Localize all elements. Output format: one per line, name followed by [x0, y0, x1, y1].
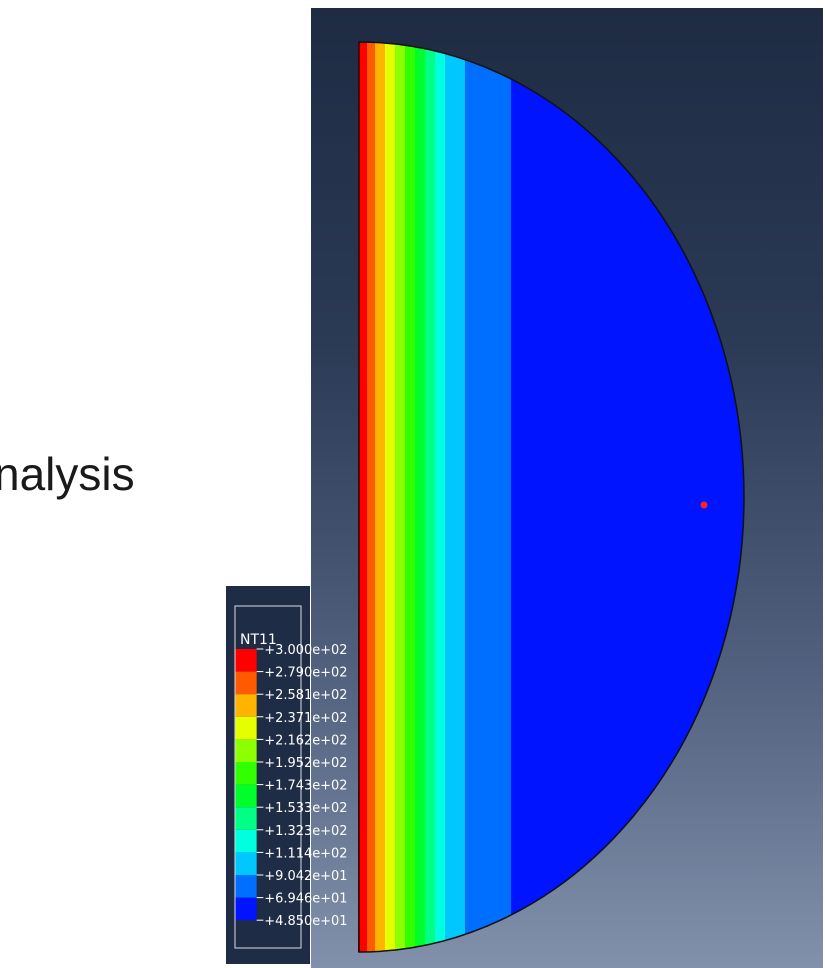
legend-graphic: NT11 +3.000e+02 +2.790e+02 +2.581e+02 +2.37… [234, 605, 348, 949]
legend-swatch [235, 671, 257, 695]
contour-band [385, 42, 395, 952]
probe-point-marker[interactable] [700, 501, 708, 509]
legend-swatch [235, 649, 257, 672]
legend-value-label: +1.114e+02 [264, 846, 347, 861]
contour-band [445, 42, 465, 952]
contour-band [367, 42, 375, 952]
legend-value-label: +6.946e+01 [264, 891, 347, 906]
contour-band [465, 42, 511, 952]
slide-heading-fragment: nalysis [0, 448, 135, 500]
legend-swatch [235, 807, 257, 830]
legend-value-label: +2.790e+02 [264, 665, 347, 680]
legend-value-label: +1.323e+02 [264, 824, 347, 839]
legend-value-label: +2.581e+02 [264, 688, 347, 703]
model-viewport[interactable] [311, 8, 823, 968]
legend-value-label: +1.952e+02 [264, 756, 347, 771]
contour-band [405, 42, 415, 952]
legend-value-label: +2.162e+02 [264, 733, 347, 748]
half-disc-outline [358, 41, 745, 953]
contour-band [511, 42, 744, 952]
legend-value-label: +2.371e+02 [264, 711, 347, 726]
legend-swatch [235, 739, 257, 762]
legend-value-label: +9.042e+01 [264, 869, 347, 884]
legend-labels: +3.000e+02 +2.790e+02 +2.581e+02 +2.371e+02… [256, 643, 348, 929]
legend-swatch [235, 875, 257, 898]
legend-swatches [235, 649, 257, 921]
legend-swatch [235, 784, 257, 808]
legend-value-label: +1.533e+02 [264, 801, 347, 816]
contour-band [375, 42, 385, 952]
contour-band [359, 42, 367, 952]
legend-value-label: +1.743e+02 [264, 778, 347, 793]
contour-band [415, 42, 425, 952]
temperature-contour-bands [359, 42, 744, 952]
legend-swatch [235, 897, 257, 921]
legend-swatch [235, 694, 257, 717]
legend-swatch [235, 829, 257, 853]
legend-value-label: +3.000e+02 [264, 643, 347, 658]
legend-swatch [235, 852, 257, 875]
legend-value-label: +4.850e+01 [264, 914, 347, 929]
contour-band [435, 42, 445, 952]
legend-swatch [235, 716, 257, 740]
legend-title: NT11 [240, 632, 277, 648]
contour-plot [358, 41, 745, 953]
legend-swatch [235, 762, 257, 785]
contour-band [395, 42, 405, 952]
legend-frame [234, 605, 302, 949]
contour-band [425, 42, 435, 952]
